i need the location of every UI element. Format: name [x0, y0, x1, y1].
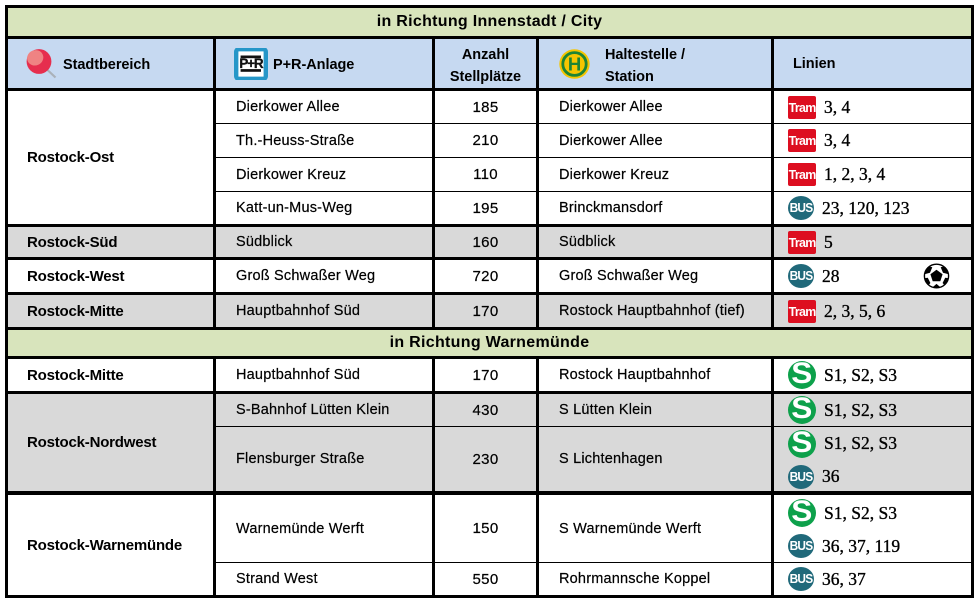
svg-text:H: H — [568, 53, 581, 74]
svg-text:P+R: P+R — [239, 55, 264, 70]
